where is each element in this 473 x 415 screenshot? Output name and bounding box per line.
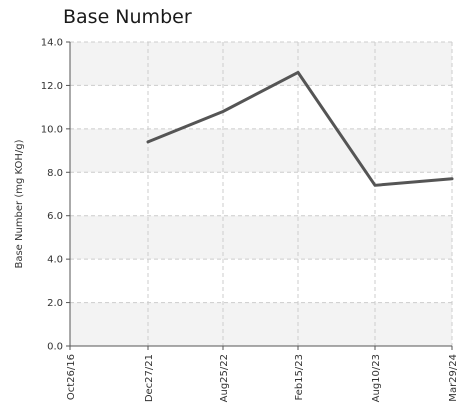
x-tick-label: Oct26/16: [66, 354, 77, 400]
y-tick-label: 0.0: [47, 342, 63, 353]
y-tick-labels: 0.0 2.0 4.0 6.0 8.0 10.0 12.0 14.0: [41, 38, 63, 353]
x-tick-label: Aug10/23: [371, 354, 382, 402]
y-tick-label: 12.0: [41, 81, 63, 92]
y-axis-title: Base Number (mg KOH/g): [14, 139, 25, 268]
series-lines: [146, 70, 454, 187]
chart-title: Base Number: [63, 6, 192, 28]
y-tick-label: 14.0: [41, 38, 63, 49]
x-tick-label: Dec27/21: [144, 354, 155, 402]
x-tick-label: Mar29/24: [448, 354, 459, 402]
x-tick-label: Aug25/22: [219, 354, 230, 402]
grid-band: [70, 128, 452, 173]
y-tick-label: 8.0: [47, 168, 63, 179]
grid-band: [70, 42, 452, 86]
series-line: [146, 70, 454, 187]
y-tick-label: 6.0: [47, 211, 63, 222]
x-tick-label: Feb15/23: [294, 354, 305, 401]
grid-band: [70, 302, 452, 346]
y-tick-label: 10.0: [41, 124, 63, 135]
axes: [66, 41, 453, 350]
y-tick-label: 2.0: [47, 298, 63, 309]
grid-lines: [69, 41, 453, 347]
grid-band: [70, 215, 452, 260]
plot-bands: [70, 42, 452, 346]
y-tick-label: 4.0: [47, 255, 63, 266]
x-tick-labels: Oct26/16 Dec27/21 Aug25/22 Feb15/23 Aug10/23…: [66, 354, 459, 402]
